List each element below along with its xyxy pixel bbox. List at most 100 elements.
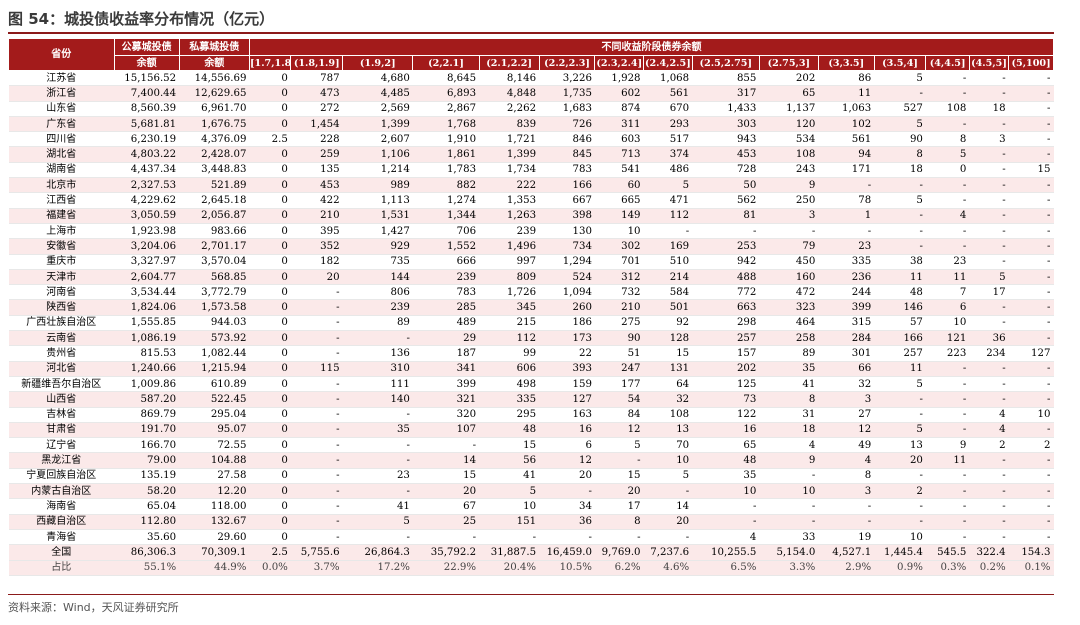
- table-cell: 0: [249, 498, 291, 515]
- table-cell: 108: [643, 407, 693, 423]
- table-cell: 393: [539, 361, 595, 377]
- table-cell: 882: [412, 177, 480, 194]
- row-label: 西藏自治区: [8, 514, 114, 530]
- table-cell: 701: [594, 254, 644, 270]
- table-cell: 2,701.17: [179, 238, 250, 255]
- table-cell: 234: [969, 345, 1009, 362]
- table-cell: 1,676.75: [179, 116, 250, 133]
- table-cell: 1,106: [342, 146, 413, 163]
- table-cell: 20.4%: [479, 560, 540, 576]
- table-cell: 31,887.5: [479, 544, 540, 561]
- table-cell: 171: [818, 162, 875, 179]
- row-label: 天津市: [8, 269, 114, 286]
- table-cell: 7,400.44: [114, 85, 180, 102]
- table-cell: 310: [342, 361, 413, 377]
- header-range: (2.75,3]: [758, 55, 819, 71]
- table-cell: 135: [290, 162, 343, 179]
- table-cell: -: [874, 238, 926, 255]
- table-cell: 112: [643, 208, 693, 224]
- table-cell: 144: [342, 269, 413, 286]
- table-cell: 315: [818, 315, 875, 332]
- table-cell: 20: [874, 452, 926, 469]
- table-cell: -: [1008, 376, 1054, 393]
- table-cell: 0: [249, 208, 291, 224]
- table-cell: 2,327.53: [114, 177, 180, 194]
- table-cell: -: [342, 407, 413, 423]
- row-label: 吉林省: [8, 407, 114, 423]
- table-row: 广西壮族自治区 1,555.85 944.03 0-89 489 215 186 275 92 2…: [8, 315, 1054, 332]
- table-cell: 131: [643, 361, 693, 377]
- table-row: 浙江省 7,400.44 12,629.65 0 473 4,485 6,893 4,848 1…: [8, 85, 1054, 102]
- table-cell: 944.03: [179, 315, 250, 332]
- table-cell: 4: [969, 422, 1009, 439]
- table-cell: 10: [1008, 407, 1054, 423]
- table-cell: -: [290, 391, 343, 408]
- table-cell: 159: [539, 376, 595, 393]
- table-row: 贵州省 815.53 1,082.44 0-136 187 99 22 51 15 157 89 30…: [8, 345, 1054, 362]
- table-cell: -: [925, 85, 970, 102]
- table-cell: 1,274: [412, 192, 480, 209]
- table-cell: 8,560.39: [114, 101, 180, 117]
- table-cell: 398: [539, 208, 595, 224]
- table-cell: 128: [643, 330, 693, 347]
- table-cell: 3,050.59: [114, 208, 180, 224]
- table-cell: 983.66: [179, 223, 250, 240]
- table-cell: 0: [249, 116, 291, 133]
- table-cell: 510: [643, 254, 693, 270]
- table-cell: 1,113: [342, 192, 413, 209]
- table-cell: 247: [594, 361, 644, 377]
- table-cell: 8: [874, 146, 926, 163]
- table-cell: 236: [818, 269, 875, 286]
- table-cell: -: [874, 468, 926, 485]
- table-cell: -: [290, 498, 343, 515]
- table-cell: 1: [818, 208, 875, 224]
- table-cell: 11: [925, 269, 970, 286]
- table-cell: -: [818, 177, 875, 194]
- table-cell: 587.20: [114, 391, 180, 408]
- table-cell: 1,433: [692, 101, 760, 117]
- table-cell: 9,769.0: [594, 544, 644, 561]
- table-cell: 177: [594, 376, 644, 393]
- table-cell: 11: [874, 269, 926, 286]
- table-cell: 498: [479, 376, 540, 393]
- table-cell: 112.80: [114, 514, 180, 530]
- table-row: 安徽省 3,204.06 2,701.17 0 352 929 1,552 1,496 734 3…: [8, 238, 1054, 255]
- table-cell: 20: [412, 483, 480, 500]
- table-cell: 7: [925, 284, 970, 301]
- table-cell: 202: [692, 361, 760, 377]
- table-cell: 135.19: [114, 468, 180, 485]
- table-cell: 1,399: [342, 116, 413, 133]
- table-cell: 602: [594, 85, 644, 102]
- header-province: 省份: [8, 38, 115, 71]
- table-cell: 1,263: [479, 208, 540, 224]
- header-range: (2.4,2.5]: [643, 55, 693, 71]
- row-label: 广东省: [8, 116, 114, 133]
- table-cell: 0: [249, 146, 291, 163]
- table-cell: 0: [249, 391, 291, 408]
- table-cell: -: [925, 407, 970, 423]
- table-cell: -: [290, 407, 343, 423]
- table-cell: 239: [412, 269, 480, 286]
- table-cell: 464: [759, 315, 819, 332]
- table-cell: 15,156.52: [114, 70, 180, 87]
- table-row: 福建省 3,050.59 2,056.87 0 210 1,531 1,344 1,263 39…: [8, 208, 1054, 224]
- table-cell: 1,552: [412, 238, 480, 255]
- table-cell: 3,448.83: [179, 162, 250, 179]
- table-cell: 14: [412, 452, 480, 469]
- table-cell: 5: [969, 269, 1009, 286]
- table-cell: 3,204.06: [114, 238, 180, 255]
- table-cell: 15: [1008, 162, 1054, 179]
- table-cell: -: [539, 483, 595, 500]
- table-cell: -: [925, 498, 970, 515]
- table-cell: 6,230.19: [114, 131, 180, 148]
- table-cell: -: [412, 437, 480, 454]
- row-label: 上海市: [8, 223, 114, 240]
- row-label: 占比: [8, 560, 114, 576]
- table-cell: 374: [643, 146, 693, 163]
- table-cell: -: [969, 85, 1009, 102]
- table-cell: 239: [479, 223, 540, 240]
- table-cell: 0: [249, 468, 291, 485]
- table-cell: 486: [643, 162, 693, 179]
- table-cell: 121: [925, 330, 970, 347]
- table-cell: 399: [818, 299, 875, 316]
